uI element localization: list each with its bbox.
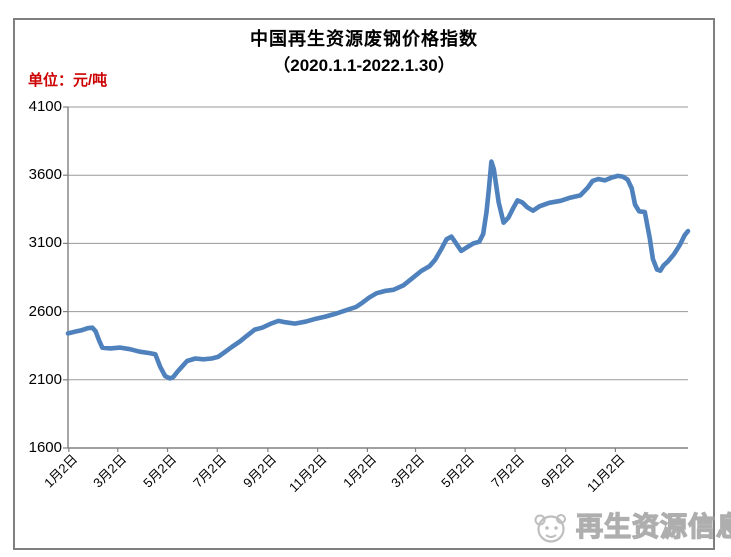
- y-tick-label: 4100: [28, 98, 62, 115]
- y-tick-label: 2100: [28, 370, 62, 388]
- chart-frame: [13, 18, 715, 550]
- y-tick-label: 2600: [28, 302, 62, 320]
- price-line: [65, 159, 691, 381]
- watermark-logo-icon: [534, 514, 566, 543]
- y-tick-label: 3600: [28, 166, 62, 184]
- y-tick-label: 3100: [28, 234, 62, 252]
- chart-subtitle: （2020.1.1-2022.1.30）: [273, 56, 455, 75]
- unit-label: 单位：元/吨: [28, 72, 108, 89]
- chart-title: 中国再生资源废钢价格指数: [250, 29, 478, 49]
- watermark: 再生资源信息网: [532, 506, 731, 548]
- y-tick-label: 1600: [28, 439, 62, 456]
- watermark-text: 再生资源信息网: [575, 511, 731, 542]
